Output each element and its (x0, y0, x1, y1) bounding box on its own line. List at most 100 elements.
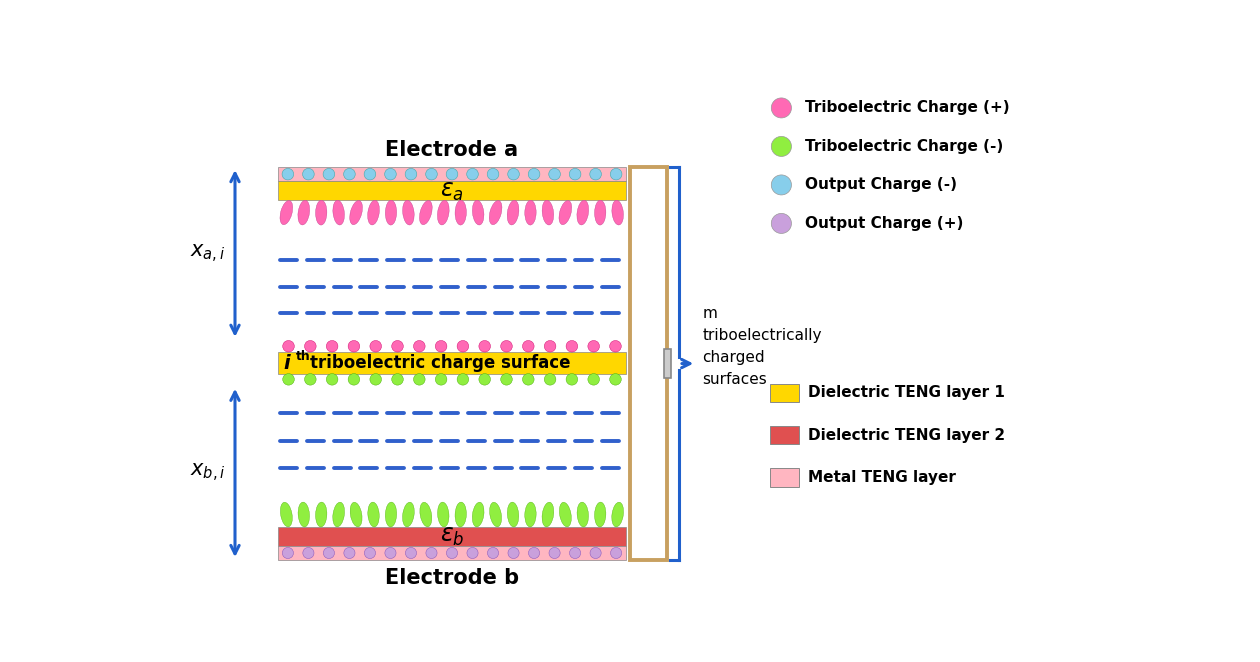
Bar (277, 546, 626, 560)
Circle shape (508, 168, 519, 180)
Ellipse shape (542, 502, 554, 527)
Circle shape (771, 136, 791, 156)
Circle shape (435, 340, 447, 352)
Bar (664, 349, 672, 378)
Text: i: i (284, 354, 291, 373)
Ellipse shape (420, 502, 432, 527)
Bar (277, 181, 626, 201)
Circle shape (446, 547, 457, 559)
Ellipse shape (490, 502, 501, 527)
Text: $x_{a,i}$: $x_{a,i}$ (190, 242, 226, 265)
Circle shape (771, 98, 791, 118)
Circle shape (590, 547, 601, 559)
Ellipse shape (577, 502, 588, 527)
Ellipse shape (559, 201, 572, 224)
Text: m
triboelectrically
charged
surfaces: m triboelectrically charged surfaces (702, 306, 822, 387)
Ellipse shape (386, 200, 397, 225)
Circle shape (528, 547, 539, 559)
Text: Electrode a: Electrode a (386, 140, 519, 160)
Circle shape (282, 168, 294, 180)
Circle shape (523, 340, 534, 352)
Text: Triboelectric Charge (+): Triboelectric Charge (+) (805, 101, 1011, 115)
Text: Output Charge (+): Output Charge (+) (805, 216, 964, 231)
Ellipse shape (612, 502, 624, 527)
Ellipse shape (280, 201, 292, 224)
Circle shape (392, 373, 403, 385)
Circle shape (426, 168, 437, 180)
Circle shape (302, 168, 314, 180)
Ellipse shape (281, 502, 292, 527)
Text: triboelectric charge surface: triboelectric charge surface (310, 354, 571, 372)
Circle shape (344, 168, 355, 180)
Ellipse shape (508, 201, 519, 225)
Circle shape (544, 373, 556, 385)
Ellipse shape (333, 200, 344, 225)
Circle shape (771, 213, 791, 234)
Ellipse shape (368, 502, 379, 527)
Circle shape (413, 373, 425, 385)
Circle shape (392, 340, 403, 352)
Bar (770, 468, 799, 487)
Circle shape (566, 373, 577, 385)
Text: Output Charge (-): Output Charge (-) (805, 177, 958, 193)
Circle shape (282, 373, 295, 385)
Circle shape (488, 168, 499, 180)
Circle shape (500, 373, 513, 385)
Circle shape (406, 168, 417, 180)
Circle shape (566, 340, 577, 352)
Circle shape (282, 547, 294, 559)
Circle shape (588, 373, 600, 385)
Circle shape (326, 373, 338, 385)
Bar (277, 167, 626, 181)
Circle shape (479, 340, 490, 352)
Text: y: y (648, 354, 660, 373)
Text: Dielectric TENG layer 1: Dielectric TENG layer 1 (809, 385, 1005, 401)
Bar (277, 352, 626, 373)
Circle shape (570, 168, 581, 180)
Ellipse shape (297, 201, 310, 225)
Circle shape (370, 373, 382, 385)
Circle shape (457, 340, 469, 352)
Text: Dielectric TENG layer 2: Dielectric TENG layer 2 (809, 428, 1005, 443)
Circle shape (282, 340, 295, 352)
Circle shape (426, 547, 437, 559)
Circle shape (324, 547, 334, 559)
Circle shape (435, 373, 447, 385)
Circle shape (570, 547, 581, 559)
Circle shape (413, 340, 425, 352)
Circle shape (488, 547, 499, 559)
Circle shape (302, 547, 314, 559)
Circle shape (348, 373, 359, 385)
Circle shape (467, 547, 478, 559)
Ellipse shape (333, 502, 344, 527)
Circle shape (323, 168, 335, 180)
Bar (770, 426, 799, 444)
Ellipse shape (350, 201, 363, 224)
Ellipse shape (508, 502, 519, 527)
Ellipse shape (403, 200, 415, 225)
Circle shape (446, 168, 457, 180)
Circle shape (305, 340, 316, 352)
Circle shape (466, 168, 479, 180)
Circle shape (348, 340, 359, 352)
Text: Electrode b: Electrode b (386, 567, 519, 588)
Ellipse shape (437, 201, 449, 225)
Circle shape (344, 547, 355, 559)
Ellipse shape (437, 502, 449, 527)
Circle shape (384, 547, 396, 559)
Ellipse shape (595, 502, 606, 527)
Circle shape (544, 340, 556, 352)
Circle shape (549, 547, 561, 559)
Ellipse shape (489, 201, 501, 224)
Text: $x_{b,i}$: $x_{b,i}$ (190, 462, 226, 484)
Ellipse shape (315, 200, 326, 225)
Ellipse shape (612, 200, 624, 225)
Ellipse shape (524, 502, 537, 527)
Ellipse shape (455, 200, 466, 225)
Ellipse shape (350, 502, 362, 527)
Bar (630, 167, 668, 560)
Ellipse shape (402, 502, 415, 527)
Ellipse shape (315, 502, 326, 527)
Circle shape (611, 547, 621, 559)
Circle shape (370, 340, 382, 352)
